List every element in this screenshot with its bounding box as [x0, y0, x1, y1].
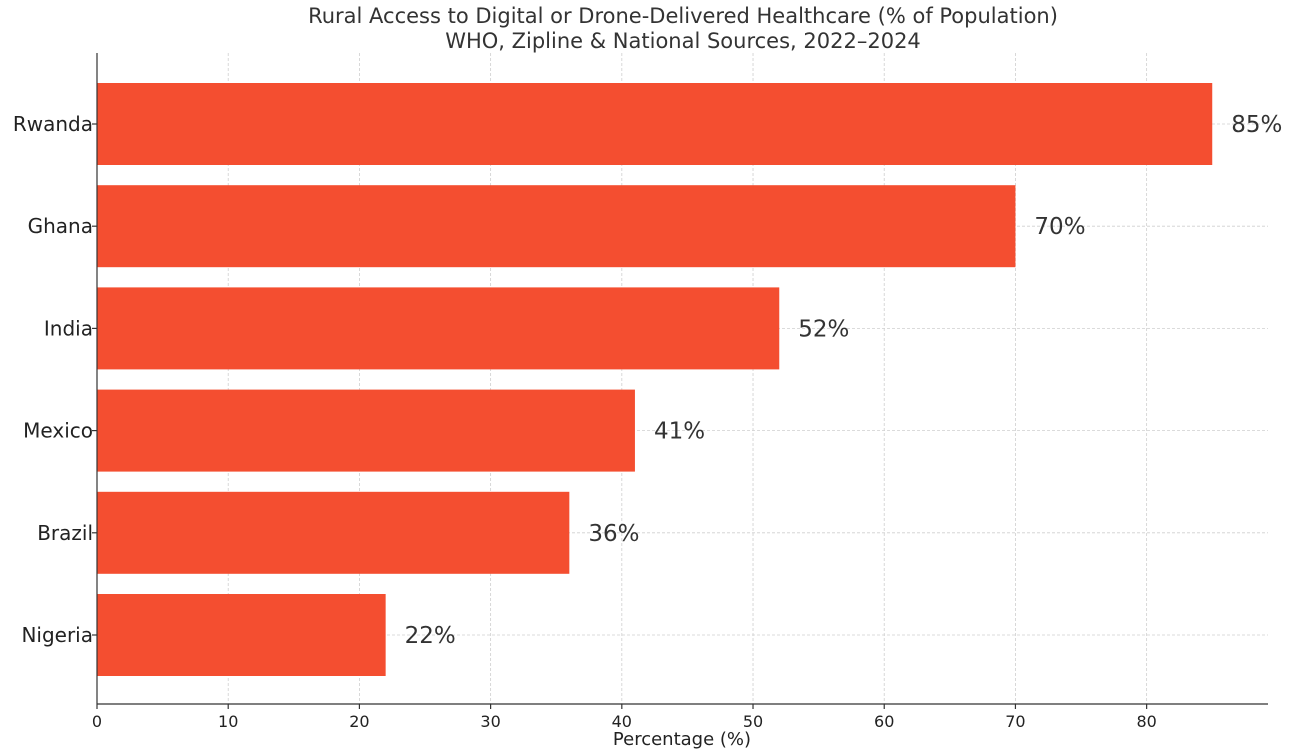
value-label: 22%	[405, 623, 456, 649]
value-label: 36%	[588, 521, 639, 547]
value-label: 70%	[1034, 214, 1085, 240]
x-tick-label: 20	[349, 712, 369, 731]
value-labels: 85% 70% 52% 41% 36% 22%	[405, 112, 1283, 649]
x-tick-label: 0	[92, 712, 102, 731]
value-label: 41%	[654, 419, 705, 445]
category-label: Nigeria	[21, 623, 93, 647]
x-tick-label: 30	[480, 712, 500, 731]
bar	[97, 389, 635, 472]
bar	[97, 83, 1213, 165]
value-label: 85%	[1231, 112, 1282, 138]
bar	[97, 185, 1016, 268]
bar	[97, 594, 386, 676]
bars	[97, 83, 1213, 676]
x-tick-labels: 0 10 20 30 40 50 60 70 80	[92, 704, 1157, 731]
category-labels: Rwanda Ghana India Mexico Brazil Nigeria	[13, 112, 97, 647]
axes	[96, 53, 1268, 705]
category-label: Mexico	[23, 419, 93, 443]
chart-title: Rural Access to Digital or Drone-Deliver…	[308, 4, 1058, 28]
x-tick-label: 40	[612, 712, 632, 731]
x-tick-label: 10	[218, 712, 238, 731]
value-label: 52%	[798, 316, 849, 342]
chart-subtitle: WHO, Zipline & National Sources, 2022–20…	[445, 29, 921, 53]
x-tick-label: 80	[1136, 712, 1156, 731]
category-label: India	[44, 316, 93, 340]
category-label: Rwanda	[13, 112, 93, 136]
category-label: Ghana	[28, 214, 93, 238]
x-axis-title: Percentage (%)	[613, 729, 751, 750]
bar	[97, 287, 780, 370]
x-tick-label: 70	[1005, 712, 1025, 731]
x-tick-label: 60	[874, 712, 894, 731]
category-label: Brazil	[37, 521, 93, 545]
x-tick-label: 50	[743, 712, 763, 731]
bar	[97, 491, 570, 574]
